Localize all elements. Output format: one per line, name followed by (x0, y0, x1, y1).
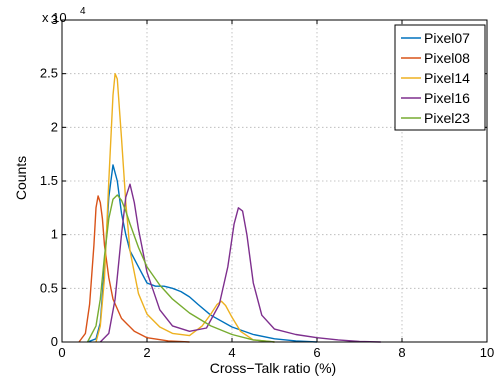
series-line-pixel07 (87, 164, 318, 343)
y-tick-label: 2 (51, 119, 58, 134)
series-line-pixel23 (86, 194, 275, 343)
gridlines (62, 20, 487, 342)
x-tick-label: 0 (58, 345, 65, 360)
series-line-pixel14 (95, 73, 275, 343)
legend-label: Pixel14 (424, 70, 470, 86)
x-tick-label: 8 (398, 345, 405, 360)
y-axis-multiplier-base: x 10 (42, 10, 67, 25)
series-line-pixel16 (99, 183, 381, 343)
y-axis-multiplier-exponent: 4 (80, 6, 86, 17)
y-tick-label: 1.5 (40, 173, 58, 188)
x-tick-label: 2 (143, 345, 150, 360)
y-tick-label: 3 (51, 12, 58, 27)
y-tick-label: 2.5 (40, 66, 58, 81)
y-axis-label: Counts (13, 156, 29, 200)
legend-label: Pixel16 (424, 90, 470, 106)
x-axis-label: Cross−Talk ratio (%) (210, 360, 336, 376)
x-tick-label: 4 (228, 345, 235, 360)
legend: Pixel07 Pixel08 Pixel14 Pixel16 Pixel23 (394, 24, 486, 131)
x-tick-label: 6 (313, 345, 320, 360)
legend-label: Pixel08 (424, 50, 470, 66)
x-tick-label: 10 (480, 345, 494, 360)
legend-label: Pixel23 (424, 110, 470, 126)
series-lines (78, 73, 381, 343)
series-line-pixel08 (78, 195, 190, 343)
legend-label: Pixel07 (424, 30, 470, 46)
tick-labels: 0 2 4 6 8 10 0 0.5 1 1.5 2 2.5 3 (40, 12, 494, 360)
y-tick-label: 1 (51, 227, 58, 242)
y-tick-label: 0.5 (40, 280, 58, 295)
y-tick-label: 0 (51, 334, 58, 349)
